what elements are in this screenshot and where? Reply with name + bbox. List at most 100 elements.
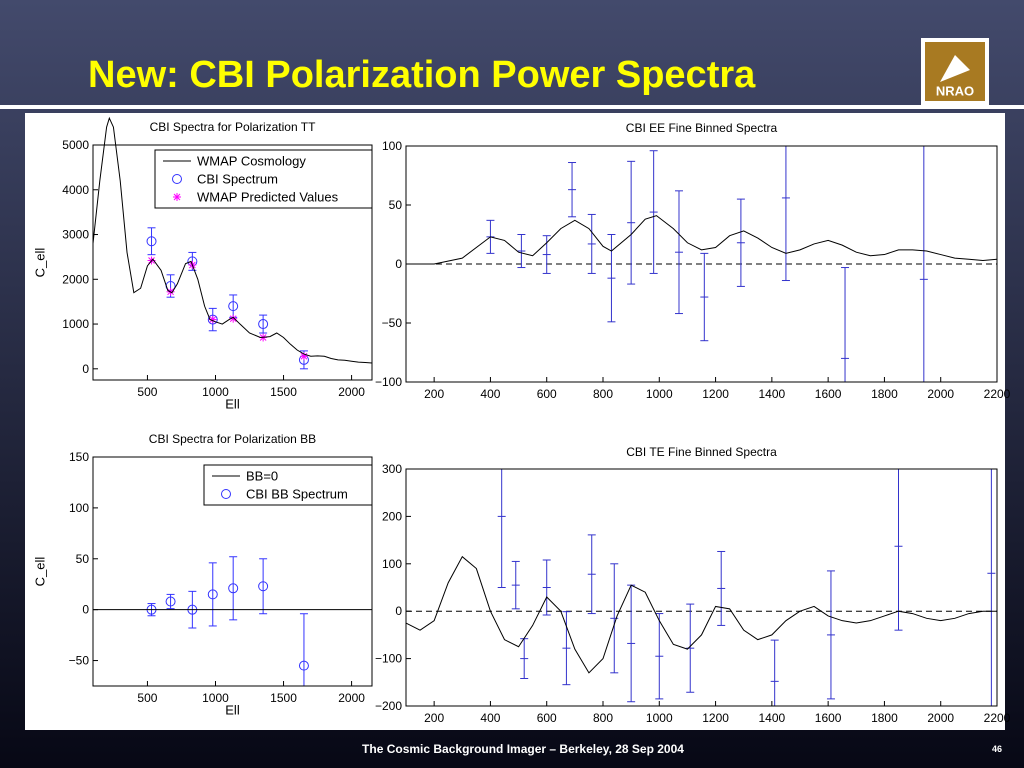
- x-tick-label: 2200: [984, 711, 1011, 725]
- y-axis-label: C_ell: [33, 557, 48, 587]
- x-tick-label: 500: [137, 385, 157, 399]
- error-bar: [987, 469, 996, 706]
- marker: [298, 660, 309, 671]
- marker: [146, 236, 157, 247]
- error-bar: [627, 160, 636, 285]
- legend-label: WMAP Cosmology: [197, 154, 306, 169]
- x-tick-label: 400: [480, 711, 500, 725]
- error-bar: [655, 613, 664, 700]
- slide-title: New: CBI Polarization Power Spectra: [88, 54, 756, 96]
- legend-label: CBI BB Spectrum: [246, 487, 348, 502]
- y-tick-label: 50: [389, 198, 403, 212]
- x-tick-label: 1800: [871, 387, 898, 401]
- y-tick-label: −100: [375, 375, 402, 389]
- y-tick-label: 1000: [62, 317, 89, 331]
- y-tick-label: 300: [382, 462, 402, 476]
- error-bar: [826, 570, 835, 700]
- figure-panel: [25, 113, 1005, 730]
- x-tick-label: 1500: [270, 385, 297, 399]
- x-tick-label: 1000: [646, 711, 673, 725]
- error-bar: [587, 534, 596, 615]
- error-bar: [207, 562, 218, 627]
- error-bar: [542, 559, 551, 616]
- error-bar: [610, 563, 619, 674]
- y-tick-label: 0: [395, 604, 402, 618]
- y-tick-label: 2000: [62, 272, 89, 286]
- x-tick-label: 800: [593, 711, 613, 725]
- x-axis-label: Ell: [225, 703, 240, 718]
- error-bar: [258, 558, 269, 615]
- error-bar: [607, 234, 616, 323]
- error-bar: [520, 638, 529, 680]
- x-tick-label: 1800: [871, 711, 898, 725]
- x-tick-label: 600: [537, 711, 557, 725]
- x-tick-label: 2000: [338, 385, 365, 399]
- error-bar: [717, 550, 726, 626]
- error-bar: [700, 252, 709, 342]
- y-tick-label: 100: [69, 501, 89, 515]
- x-tick-label: 400: [480, 387, 500, 401]
- plot-frame: [405, 468, 998, 707]
- x-tick-label: 1000: [202, 691, 229, 705]
- error-bar: [562, 611, 571, 686]
- chart-title: CBI TE Fine Binned Spectra: [626, 445, 777, 459]
- x-tick-label: 800: [593, 387, 613, 401]
- y-tick-label: 0: [82, 362, 89, 376]
- y-tick-label: 4000: [62, 183, 89, 197]
- legend-swatch: [172, 174, 182, 184]
- model-line: [92, 116, 373, 364]
- x-tick-label: 2000: [927, 387, 954, 401]
- marker: [207, 314, 218, 325]
- y-axis-label: C_ell: [33, 248, 48, 278]
- marker: [228, 301, 239, 312]
- x-tick-label: 1500: [270, 691, 297, 705]
- logo-dish: [940, 55, 970, 82]
- x-tick-label: 1200: [702, 387, 729, 401]
- marker: [228, 583, 239, 594]
- title-rule: [0, 105, 1024, 109]
- error-bar: [627, 584, 636, 703]
- error-bar: [517, 234, 526, 269]
- plot-frame: [92, 456, 373, 687]
- model-line: [406, 215, 998, 265]
- error-bar: [649, 150, 658, 274]
- error-bar: [298, 613, 309, 686]
- y-tick-label: −100: [375, 652, 402, 666]
- x-tick-label: 1000: [202, 385, 229, 399]
- x-tick-label: 2000: [927, 711, 954, 725]
- x-tick-label: 1400: [759, 387, 786, 401]
- x-tick-label: 200: [424, 711, 444, 725]
- error-bar: [674, 190, 683, 315]
- legend-box: [203, 464, 373, 506]
- x-tick-label: 1000: [646, 387, 673, 401]
- plot-area: [486, 146, 928, 382]
- error-bar: [841, 267, 850, 382]
- plot-frame: [92, 144, 373, 381]
- asterisk-arm: [173, 193, 181, 201]
- y-tick-label: 3000: [62, 228, 89, 242]
- plot-frame: [405, 145, 998, 383]
- legend-swatch: [173, 193, 181, 201]
- error-bar: [165, 593, 176, 610]
- footer: The Cosmic Background Imager – Berkeley,…: [362, 742, 684, 756]
- y-tick-label: 100: [382, 139, 402, 153]
- x-tick-label: 1600: [815, 711, 842, 725]
- legend-label: CBI Spectrum: [197, 172, 278, 187]
- marker: [258, 581, 269, 592]
- y-tick-label: 0: [395, 257, 402, 271]
- error-bar: [497, 469, 506, 588]
- y-tick-label: 200: [382, 509, 402, 523]
- logo-text: NRAO: [936, 84, 974, 99]
- asterisk-arm: [209, 316, 217, 323]
- chart-title: CBI EE Fine Binned Spectra: [626, 121, 778, 135]
- y-tick-label: −50: [69, 654, 90, 668]
- x-tick-label: 1200: [702, 711, 729, 725]
- x-axis-label: Ell: [225, 397, 240, 412]
- error-bar: [542, 235, 551, 274]
- error-bar: [919, 146, 928, 382]
- y-tick-label: 100: [382, 557, 402, 571]
- x-tick-label: 1600: [815, 387, 842, 401]
- error-bar: [686, 603, 695, 693]
- error-bar: [770, 639, 779, 706]
- y-tick-label: 150: [69, 450, 89, 464]
